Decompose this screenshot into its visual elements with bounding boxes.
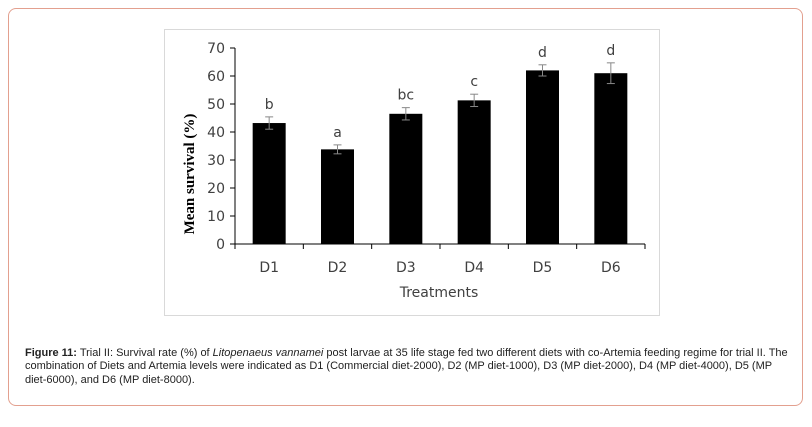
figure-caption: Figure 11: Trial II: Survival rate (%) o…: [25, 347, 795, 387]
x-axis: D1 D2 D3 D4 D5 D6: [234, 243, 646, 276]
y-tick-label: 70: [207, 41, 225, 57]
caption-text-after: post larvae at 35 life stage fed two dif…: [25, 347, 788, 386]
y-tick-label: 20: [207, 181, 225, 197]
y-tick-label: 10: [207, 209, 225, 225]
y-tick-label: 0: [216, 237, 225, 253]
y-tick-label: 50: [207, 97, 225, 113]
x-tick-label: D3: [396, 260, 416, 276]
bar: [389, 113, 423, 244]
significance-letter: d: [606, 43, 615, 59]
bar: [457, 100, 491, 244]
significance-letter: d: [538, 45, 547, 61]
x-tick-label: D5: [533, 260, 553, 276]
y-tick-label: 30: [207, 153, 225, 169]
y-axis: 0 10 20 30 40 50 60 70: [207, 41, 236, 253]
significance-letter: c: [470, 74, 478, 90]
caption-species: Litopenaeus vannamei: [212, 347, 324, 359]
y-tick-label: 60: [207, 69, 225, 85]
bars: [252, 62, 628, 245]
x-tick-label: D2: [328, 260, 348, 276]
bar: [321, 149, 354, 244]
bar: [594, 73, 628, 244]
bar: [252, 123, 286, 244]
bar: [526, 70, 559, 245]
chart-container: 0 10 20 30 40 50 60 70 D1 D2 D3 D4 D5 D6 b a bc c d d Mea…: [164, 29, 660, 316]
significance-letter: b: [265, 97, 274, 113]
x-tick-label: D6: [601, 260, 621, 276]
x-tick-label: D1: [259, 260, 279, 276]
y-tick-label: 40: [207, 125, 225, 141]
significance-letter: bc: [398, 88, 415, 104]
y-axis-title: Mean survival (%): [182, 114, 198, 235]
x-axis-title: Treatments: [399, 285, 479, 301]
significance-letter: a: [333, 125, 342, 141]
figure-frame: [8, 8, 803, 406]
significance-letters: b a bc c d d: [265, 43, 616, 141]
caption-label: Figure 11:: [25, 347, 77, 359]
caption-text-before: Trial II: Survival rate (%) of: [76, 347, 213, 359]
bar-chart: 0 10 20 30 40 50 60 70 D1 D2 D3 D4 D5 D6 b a bc c d d Mea…: [182, 41, 646, 301]
x-tick-label: D4: [464, 260, 484, 276]
